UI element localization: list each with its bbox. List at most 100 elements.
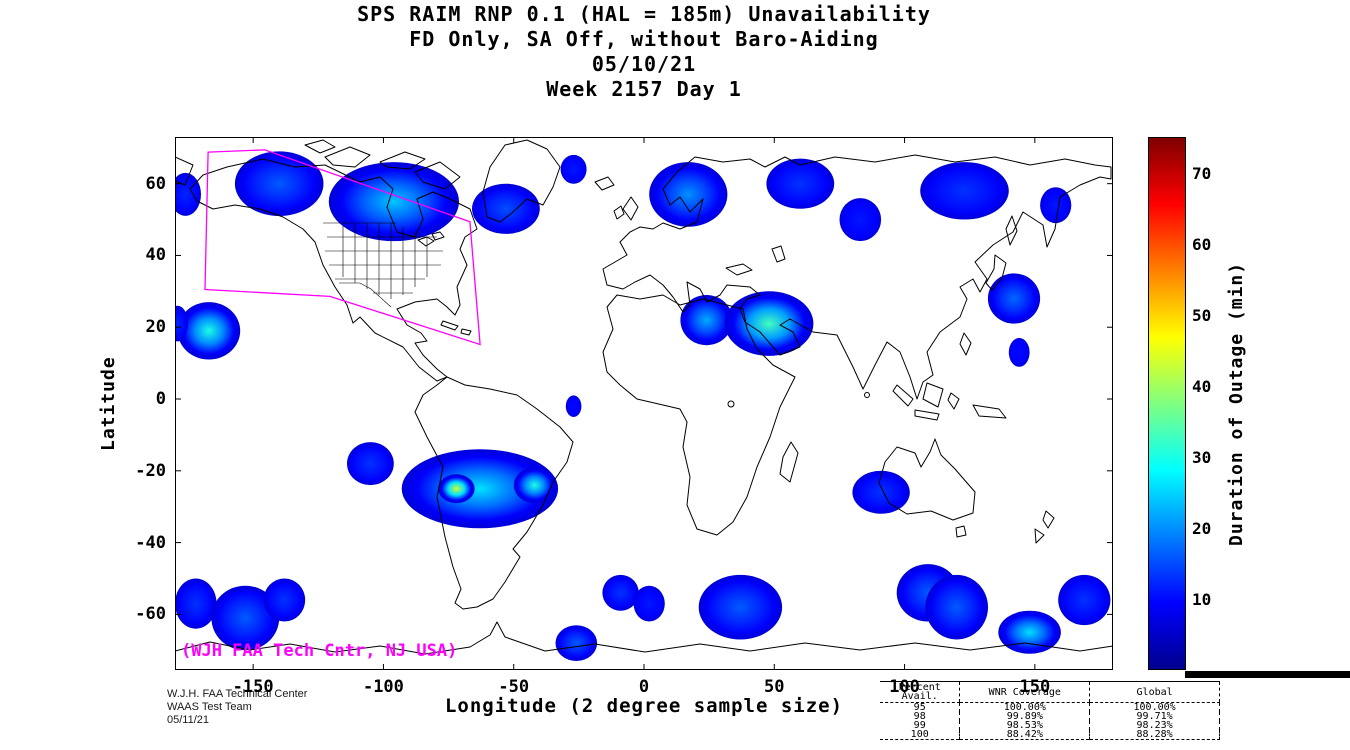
ytick-label: 40 (145, 245, 166, 266)
coastline (602, 154, 1112, 400)
title-line-1: SPS RAIM RNP 0.1 (HAL = 185m) Unavailabi… (357, 2, 931, 26)
cbtick-label: 70 (1192, 163, 1212, 183)
ytick-label: 60 (145, 173, 166, 194)
xtick-label: 50 (764, 677, 785, 697)
coastline (189, 158, 478, 382)
cell-wnr: 88.42% (959, 730, 1090, 740)
cell-percent: 99 (913, 720, 926, 731)
ytick-label: -40 (135, 532, 166, 553)
outage-region (698, 574, 783, 640)
cell-global: 98.23% (1089, 721, 1220, 731)
footer-line-2: WAAS Test Team (167, 701, 252, 713)
outage-region (347, 442, 394, 486)
outage-blob-layer (175, 151, 1111, 661)
outage-region (920, 162, 1009, 220)
ytick-label: 0 (155, 389, 166, 409)
xtick-label: 150 (1019, 677, 1051, 697)
chart-title-block: SPS RAIM RNP 0.1 (HAL = 185m) Unavailabi… (175, 2, 1113, 102)
outage-region (401, 449, 559, 529)
coastline (175, 621, 1113, 655)
col-header-wnr-coverage: WNR Coverage (959, 681, 1090, 703)
cbtick-label: 10 (1192, 589, 1212, 609)
footer-credit: W.J.H. FAA Technical Center WAAS Test Te… (167, 688, 307, 727)
col-header-global: Global (1089, 681, 1220, 703)
table-header-row: Percent Avail. WNR Coverage Global (880, 681, 1220, 703)
map-credit-text: (WJH FAA Tech Cntr, NJ USA) (181, 641, 458, 661)
coastline (725, 245, 786, 276)
outage-region (839, 198, 882, 242)
colorbar (1148, 137, 1186, 670)
table-row: 99 98.53% 98.23% (880, 720, 1220, 731)
outage-region (555, 625, 598, 661)
outage-region (998, 610, 1061, 654)
coastline-layer (175, 139, 1113, 655)
cbtick-label: 60 (1192, 234, 1212, 254)
outage-region (175, 305, 188, 342)
cell-global: 88.28% (1089, 730, 1220, 740)
outage-region (766, 158, 835, 209)
outage-region (987, 273, 1041, 324)
outage-region (649, 162, 728, 227)
title-line-2: FD Only, SA Off, without Baro-Aiding (409, 27, 879, 51)
xtick-label: -150 (232, 677, 274, 697)
cbtick-label: 30 (1192, 447, 1212, 467)
coastline (414, 376, 574, 610)
outage-region (175, 172, 201, 216)
outage-region (1058, 574, 1111, 626)
outage-region (328, 162, 459, 242)
outage-region (852, 470, 910, 514)
plot-area: (WJH FAA Tech Cntr, NJ USA) (175, 137, 1113, 670)
outage-region (234, 151, 324, 216)
outage-region (175, 578, 217, 629)
coastline (594, 176, 799, 483)
coastline (878, 438, 1055, 544)
coastline (892, 382, 1007, 421)
outage-region (177, 302, 241, 360)
outage-region (263, 578, 306, 622)
outage-region (472, 183, 540, 234)
table-row: 95 100.00% 100.00% (880, 702, 1220, 712)
xtick-label: -100 (362, 677, 404, 697)
outage-region (680, 295, 733, 346)
outage-region (602, 574, 639, 611)
coastline (727, 400, 735, 408)
outage-region (565, 395, 582, 418)
footer-line-1: W.J.H. FAA Technical Center (167, 688, 308, 700)
map-frame (175, 137, 1113, 670)
ytick-label: 20 (145, 317, 166, 338)
title-line-3: 05/10/21 (591, 52, 697, 76)
coastline (482, 139, 561, 223)
xtick-label: -50 (498, 677, 530, 697)
ytick-label: -20 (135, 460, 166, 481)
us-state-boundaries (323, 222, 443, 308)
cell-wnr: 100.00% (959, 702, 1090, 712)
cbtick-label: 40 (1192, 376, 1212, 396)
cell-global: 100.00% (1089, 702, 1220, 712)
state-line (323, 222, 443, 308)
outage-region (1008, 338, 1030, 367)
outage-region (513, 467, 556, 504)
solid-divider-bar (1185, 671, 1350, 678)
outage-region (211, 585, 280, 651)
coastline (417, 231, 472, 336)
xtick-label: 100 (889, 677, 920, 697)
outage-region (438, 474, 475, 504)
cell-wnr: 98.53% (959, 721, 1090, 731)
cbtick-label: 50 (1192, 305, 1212, 325)
outage-region (925, 574, 988, 640)
coastline (304, 139, 461, 190)
cbtick-label: 20 (1192, 518, 1212, 538)
table-row: 98 99.89% 99.71% (880, 712, 1220, 722)
coastline (959, 215, 1018, 356)
outage-region (560, 154, 587, 184)
outage-region (1040, 187, 1072, 224)
footer-line-3: 05/11/21 (167, 714, 210, 726)
ytick-label: -60 (135, 604, 166, 625)
waas-service-boundary (204, 149, 481, 346)
cell-percent: 100 (910, 729, 929, 740)
table-row: 100 88.42% 88.28% (880, 730, 1220, 740)
x-axis-label: Longitude (2 degree sample size) (444, 695, 844, 717)
coastline (864, 392, 870, 398)
cell-global: 99.71% (1089, 712, 1220, 722)
